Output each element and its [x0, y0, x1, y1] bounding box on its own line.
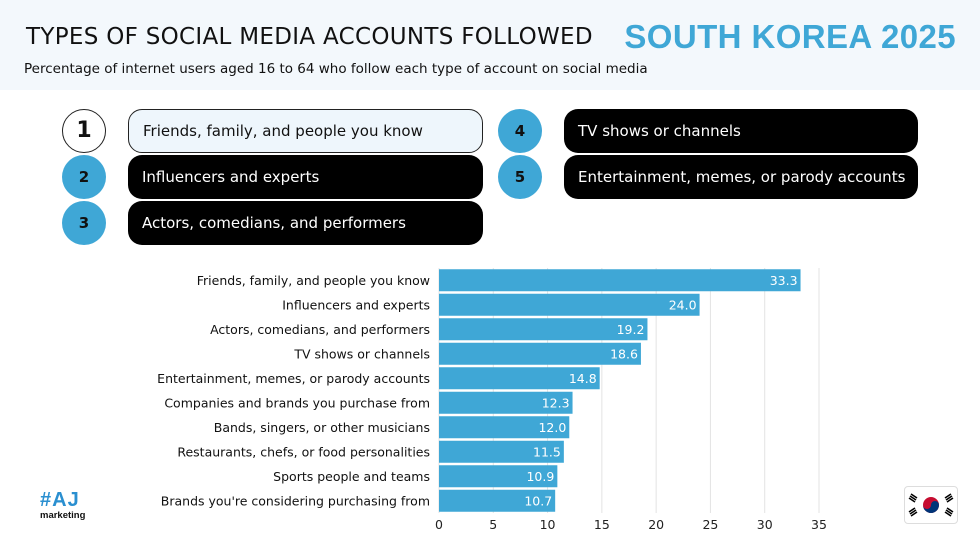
south-korea-flag-icon — [904, 486, 958, 524]
data-label: 24.0 — [669, 297, 697, 312]
bar — [439, 465, 558, 488]
bar — [439, 367, 600, 390]
bar — [439, 489, 556, 512]
data-label: 11.5 — [533, 444, 561, 459]
bar — [439, 342, 641, 365]
rank-label: Actors, comedians, and performers — [128, 201, 483, 245]
data-label: 10.7 — [524, 493, 552, 508]
x-tick-label: 15 — [594, 517, 610, 532]
x-tick-label: 20 — [648, 517, 664, 532]
rank-item-3: Actors, comedians, and performers 3 — [62, 201, 483, 245]
x-tick-label: 10 — [540, 517, 556, 532]
rank-number: 2 — [62, 155, 106, 199]
data-label: 10.9 — [526, 469, 554, 484]
x-tick-label: 30 — [757, 517, 773, 532]
rank-label: Entertainment, memes, or parody accounts — [564, 155, 918, 199]
x-tick-label: 5 — [489, 517, 497, 532]
rank-label: TV shows or channels — [564, 109, 918, 153]
data-label: 12.0 — [538, 420, 566, 435]
rank-number: 4 — [498, 109, 542, 153]
rank-number: 5 — [498, 155, 542, 199]
data-label: 19.2 — [617, 322, 645, 337]
rank-item-5: Entertainment, memes, or parody accounts… — [498, 155, 918, 199]
rank-item-4: TV shows or channels 4 — [498, 109, 918, 153]
category-label: Companies and brands you purchase from — [164, 395, 430, 410]
bar — [439, 391, 573, 414]
x-tick-label: 35 — [811, 517, 827, 532]
rank-label: Influencers and experts — [128, 155, 483, 199]
rank-item-1: Friends, family, and people you know 1 — [62, 109, 483, 153]
category-label: TV shows or channels — [293, 346, 430, 361]
data-label: 33.3 — [770, 273, 798, 288]
rank-number: 1 — [62, 109, 106, 153]
category-label: Sports people and teams — [273, 469, 430, 484]
region-title: SOUTH KOREA 2025 — [624, 18, 956, 55]
brand-logo: #AJ marketing — [40, 490, 85, 522]
category-label: Friends, family, and people you know — [197, 273, 430, 288]
data-label: 14.8 — [569, 371, 597, 386]
x-tick-label: 25 — [702, 517, 718, 532]
category-label: Entertainment, memes, or parody accounts — [157, 371, 430, 386]
data-label: 18.6 — [610, 346, 638, 361]
bar-chart: 0 5 10 15 20 25 30 35 Friends, family, and peopl… — [157, 268, 827, 532]
data-label: 12.3 — [542, 395, 570, 410]
x-tick-label: 0 — [435, 517, 443, 532]
bar — [439, 293, 700, 316]
category-label: Influencers and experts — [282, 297, 430, 312]
rank-number: 3 — [62, 201, 106, 245]
bar — [439, 416, 570, 439]
category-label: Restaurants, chefs, or food personalitie… — [177, 444, 430, 459]
page-title: TYPES OF SOCIAL MEDIA ACCOUNTS FOLLOWED — [26, 24, 593, 50]
category-label: Brands you're considering purchasing fro… — [161, 493, 430, 508]
bar — [439, 440, 564, 463]
category-label: Bands, singers, or other musicians — [214, 420, 430, 435]
bar — [439, 318, 648, 341]
logo-mark: #AJ — [40, 489, 80, 511]
page-subtitle: Percentage of internet users aged 16 to … — [24, 61, 648, 77]
rank-label: Friends, family, and people you know — [128, 109, 483, 153]
header-band — [0, 0, 980, 90]
rank-item-2: Influencers and experts 2 — [62, 155, 483, 199]
category-label: Actors, comedians, and performers — [210, 322, 430, 337]
bar — [439, 269, 801, 292]
logo-subtext: marketing — [40, 510, 86, 521]
